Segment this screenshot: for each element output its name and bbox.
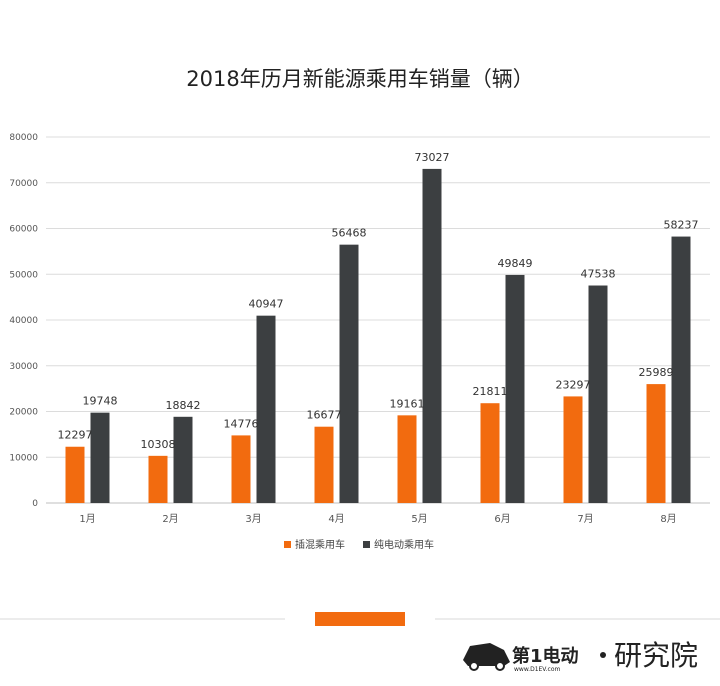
bar-phev (397, 415, 417, 503)
x-tick-label: 8月 (660, 513, 676, 525)
bar-phev (480, 403, 500, 503)
bar-bev (422, 168, 442, 503)
data-label-bev: 18842 (166, 399, 201, 412)
bar-bev (339, 244, 359, 503)
x-tick-label: 6月 (494, 513, 510, 525)
data-label-phev: 10308 (141, 438, 176, 451)
data-label-bev: 19748 (83, 395, 118, 408)
data-label-bev: 47538 (581, 268, 616, 281)
y-tick-label: 40000 (9, 316, 38, 326)
data-label-phev: 14776 (224, 417, 259, 430)
logo-text: 第1电动 (512, 645, 579, 667)
bar-bev (90, 412, 110, 503)
legend-swatch-bev (363, 541, 370, 548)
x-tick-label: 5月 (411, 513, 427, 525)
bars (65, 168, 691, 503)
data-label-phev: 19161 (390, 397, 425, 410)
y-axis: 0 10000 20000 30000 40000 50000 60000 70000 8000… (9, 133, 38, 509)
bar-bev (256, 315, 276, 503)
bar-bev (173, 416, 193, 503)
legend: 插混乘用车 纯电动乘用车 (284, 538, 434, 551)
data-label-phev: 12297 (58, 429, 93, 442)
x-axis: 1月 2月 3月 4月 5月 6月 7月 8月 (79, 513, 676, 525)
x-tick-label: 7月 (577, 513, 593, 525)
bar-phev (148, 455, 168, 503)
x-tick-label: 1月 (79, 513, 95, 525)
institute-name: 研究院 (614, 639, 698, 672)
data-label-phev: 23297 (556, 378, 591, 391)
y-tick-label: 70000 (9, 179, 38, 189)
separator-dot (600, 652, 606, 658)
data-label-bev: 58237 (664, 219, 699, 232)
bar-bev (588, 285, 608, 503)
bar-bev (671, 236, 691, 503)
y-tick-label: 50000 (9, 270, 38, 280)
accent-bar (315, 612, 405, 626)
bar-phev (314, 426, 334, 503)
bar-phev (563, 396, 583, 503)
logo-url: www.D1EV.com (514, 666, 561, 673)
bar-phev (231, 435, 251, 503)
legend-swatch-phev (284, 541, 291, 548)
data-labels: 12297 19748 10308 18842 14776 40947 16677 56468… (58, 151, 699, 451)
data-label-phev: 16677 (307, 409, 342, 422)
data-label-bev: 49849 (498, 257, 533, 270)
bar-bev (505, 274, 525, 503)
data-label-bev: 73027 (415, 151, 450, 164)
y-tick-label: 80000 (9, 133, 38, 143)
logo: 第1电动 www.D1EV.com 研究院 (463, 639, 698, 673)
data-label-phev: 25989 (639, 366, 674, 379)
y-tick-label: 10000 (9, 453, 38, 463)
x-tick-label: 4月 (328, 513, 344, 525)
y-tick-label: 60000 (9, 225, 38, 235)
bar-phev (65, 446, 85, 503)
data-label-bev: 56468 (332, 227, 367, 240)
x-tick-label: 2月 (162, 513, 178, 525)
chart-title: 2018年历月新能源乘用车销量（辆） (186, 67, 533, 91)
y-tick-label: 0 (32, 499, 38, 509)
y-tick-label: 20000 (9, 408, 38, 418)
bar-phev (646, 384, 666, 503)
legend-label-phev: 插混乘用车 (295, 538, 345, 551)
data-label-phev: 21811 (473, 385, 508, 398)
legend-label-bev: 纯电动乘用车 (374, 538, 434, 551)
y-tick-label: 30000 (9, 362, 38, 372)
data-label-bev: 40947 (249, 298, 284, 311)
x-tick-label: 3月 (245, 513, 261, 525)
car-icon (463, 643, 510, 671)
